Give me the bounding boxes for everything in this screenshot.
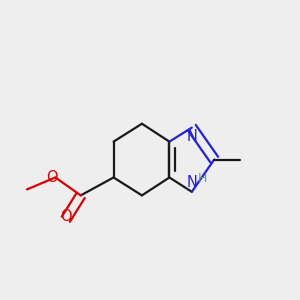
- Text: O: O: [46, 170, 58, 185]
- Text: O: O: [60, 209, 72, 224]
- Text: N: N: [186, 175, 197, 190]
- Text: N: N: [186, 129, 197, 144]
- Text: H: H: [198, 172, 207, 185]
